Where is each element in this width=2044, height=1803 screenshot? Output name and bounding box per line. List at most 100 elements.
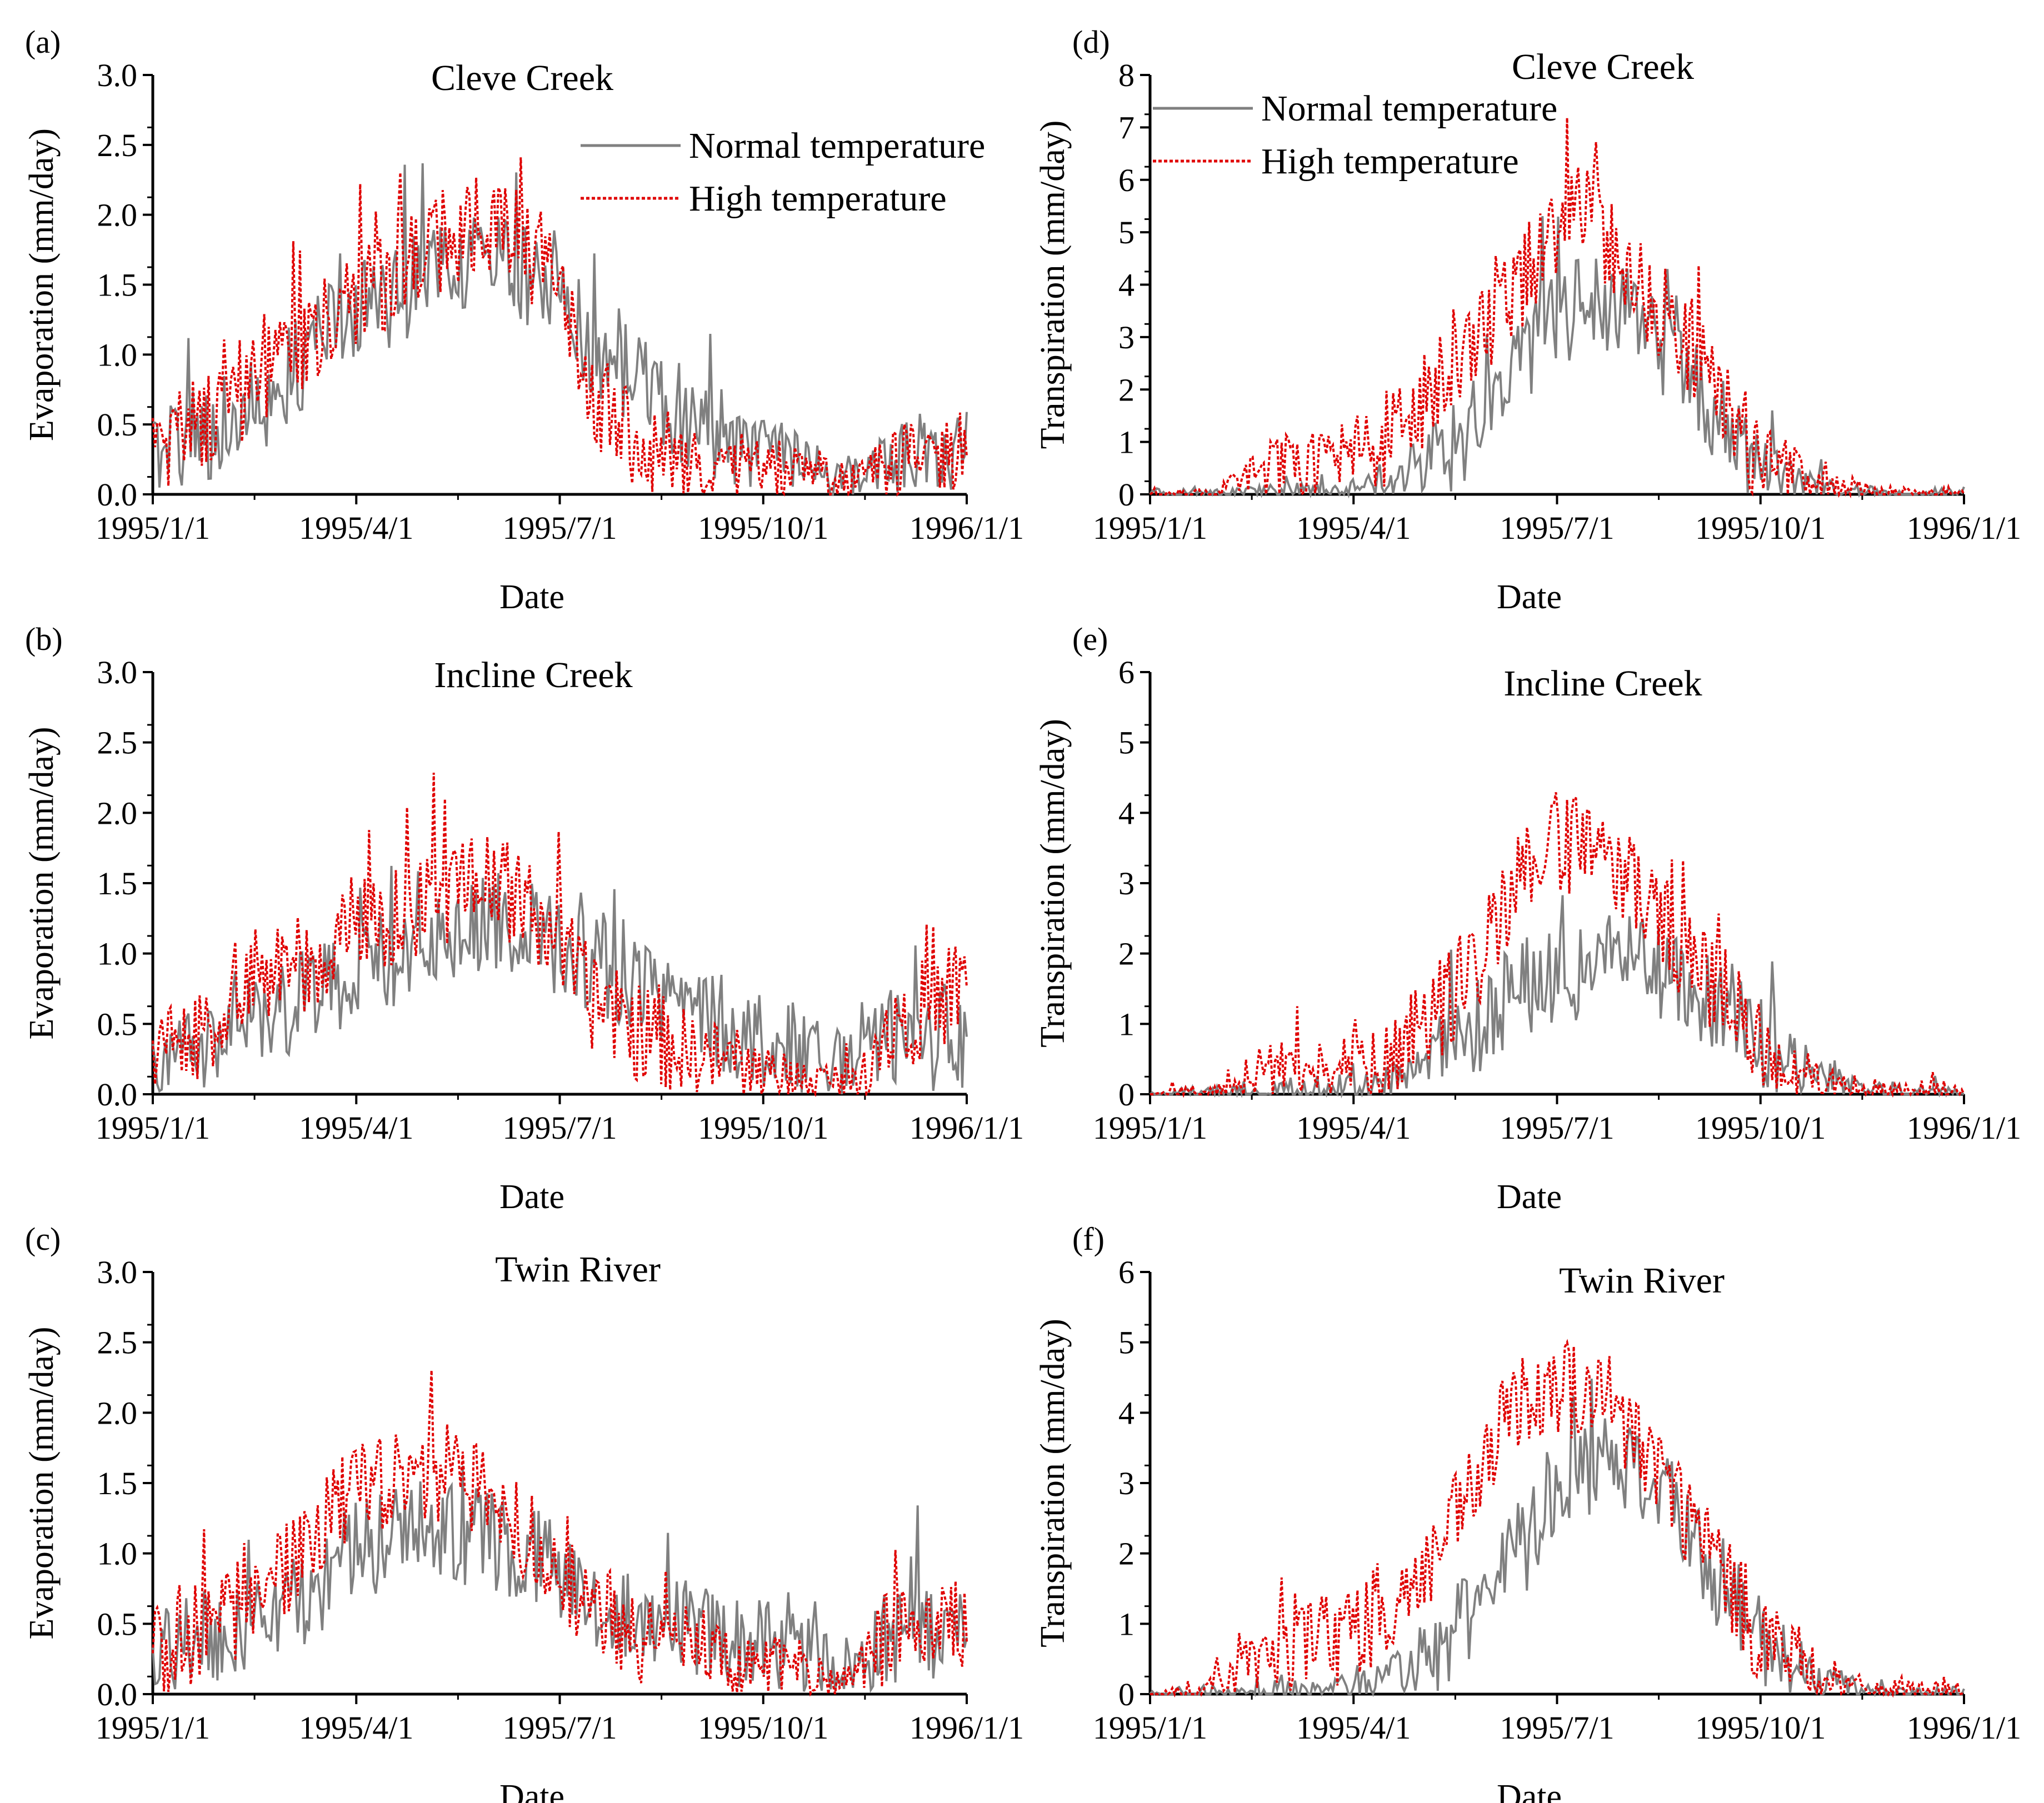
panel-label: (e) <box>1072 621 1108 657</box>
panel-label: (c) <box>25 1221 61 1257</box>
x-axis-title: Date <box>499 1178 564 1216</box>
x-axis-title: Date <box>1497 578 1562 616</box>
x-tick-label: 1995/4/1 <box>1296 510 1411 546</box>
y-axis-title: Evaporation (mm/day) <box>23 727 61 1040</box>
series-line-high <box>1150 1339 1965 1698</box>
series-line-normal <box>1149 1378 1965 1697</box>
series-line-high <box>152 773 968 1097</box>
y-axis-title: Transpiration (mm/day) <box>1034 1319 1072 1647</box>
panel-label: (d) <box>1072 24 1110 60</box>
x-tick-label: 1996/1/1 <box>1907 510 2021 546</box>
panel-title: Twin River <box>495 1249 661 1290</box>
x-tick-label: 1995/10/1 <box>698 510 828 546</box>
y-axis-title: Transpiration (mm/day) <box>1034 719 1072 1048</box>
y-tick-label: 3 <box>1118 865 1135 902</box>
series-line-normal <box>1149 895 1965 1099</box>
series-line-normal <box>152 1465 968 1694</box>
series-line-high <box>152 1370 968 1697</box>
y-tick-label: 7 <box>1118 109 1135 146</box>
panel-label: (b) <box>25 621 63 657</box>
y-tick-label: 2.0 <box>97 1395 138 1431</box>
x-tick-label: 1995/7/1 <box>502 1110 617 1146</box>
panel-d: 0 1 2 3 4 5 6 7 8 1995/1/1 1995/4/1 1995/7/1 1995/10… <box>1034 24 2021 616</box>
x-tick-label: 1995/10/1 <box>698 1110 828 1146</box>
x-tick-label: 1995/4/1 <box>299 510 413 546</box>
y-tick-label: 4 <box>1118 1395 1135 1431</box>
x-tick-label: 1996/1/1 <box>1907 1110 2021 1146</box>
x-tick-label: 1995/4/1 <box>299 1710 413 1746</box>
y-tick-label: 5 <box>1118 214 1135 251</box>
y-tick-label: 2.0 <box>97 795 138 831</box>
x-tick-label: 1995/10/1 <box>1695 510 1826 546</box>
y-tick-label: 0 <box>1118 1676 1135 1712</box>
y-axis-title: Evaporation (mm/day) <box>23 128 61 441</box>
y-tick-label: 3.0 <box>97 1254 138 1290</box>
panel-b: 0.0 0.5 1.0 1.5 2.0 2.5 3.0 1995/1/1 1995/4/1 199… <box>23 621 1024 1216</box>
x-tick-label: 1995/1/1 <box>1093 1710 1207 1746</box>
panel-c: 0.0 0.5 1.0 1.5 2.0 2.5 3.0 1995/1/1 1995/4/1 199… <box>23 1221 1024 1803</box>
x-tick-label: 1995/1/1 <box>1093 1110 1207 1146</box>
panels: 0.0 0.5 1.0 1.5 2.0 2.5 3.0 1995/1/1 1995/4/1 199… <box>23 24 2021 1803</box>
x-tick-label: 1996/1/1 <box>1907 1710 2021 1746</box>
y-tick-label: 2.5 <box>97 1325 138 1361</box>
x-tick-label: 1995/7/1 <box>1500 510 1614 546</box>
x-tick-label: 1995/7/1 <box>502 1710 617 1746</box>
y-tick-label: 0.5 <box>97 1006 138 1042</box>
x-axis-title: Date <box>499 578 564 616</box>
x-tick-label: 1996/1/1 <box>909 1110 1024 1146</box>
y-tick-label: 1.0 <box>97 337 138 373</box>
y-axis-title: Transpiration (mm/day) <box>1034 121 1072 449</box>
panel-label: (f) <box>1072 1221 1105 1257</box>
y-tick-label: 1.0 <box>97 936 138 972</box>
x-tick-label: 1996/1/1 <box>909 510 1024 546</box>
y-tick-label: 0.0 <box>97 477 138 513</box>
y-tick-label: 3.0 <box>97 654 138 690</box>
y-tick-label: 3 <box>1118 319 1135 355</box>
y-tick-label: 0.5 <box>97 1606 138 1642</box>
y-tick-label: 3.0 <box>97 57 138 93</box>
y-tick-label: 6 <box>1118 162 1135 198</box>
y-tick-label: 4 <box>1118 795 1135 831</box>
x-tick-label: 1995/4/1 <box>1296 1110 1411 1146</box>
y-tick-label: 0.5 <box>97 407 138 443</box>
x-axis-title: Date <box>499 1778 564 1803</box>
y-tick-label: 1.5 <box>97 1465 138 1501</box>
x-tick-label: 1995/10/1 <box>1695 1710 1826 1746</box>
panel-title: Incline Creek <box>434 655 632 695</box>
x-tick-label: 1996/1/1 <box>909 1710 1024 1746</box>
y-tick-label: 1 <box>1118 1006 1135 1042</box>
x-axis-title: Date <box>1497 1178 1562 1216</box>
x-tick-label: 1995/1/1 <box>96 1710 210 1746</box>
legend-label: Normal temperature <box>689 126 985 166</box>
y-tick-label: 2.5 <box>97 127 138 163</box>
legend-label: High temperature <box>1261 141 1519 182</box>
x-tick-label: 1995/10/1 <box>698 1710 828 1746</box>
y-tick-label: 1 <box>1118 1606 1135 1642</box>
y-axis-title: Evaporation (mm/day) <box>23 1327 61 1640</box>
series-line-high <box>1150 792 1965 1099</box>
y-tick-label: 3 <box>1118 1465 1135 1501</box>
series-line-normal <box>152 865 968 1095</box>
legend-label: Normal temperature <box>1261 88 1557 129</box>
series-line-high <box>1149 117 1965 499</box>
y-tick-label: 4 <box>1118 267 1135 303</box>
x-tick-label: 1995/1/1 <box>96 510 210 546</box>
y-tick-label: 2.0 <box>97 197 138 233</box>
panel-label: (a) <box>25 24 61 60</box>
y-tick-label: 0 <box>1118 477 1135 513</box>
y-tick-label: 2 <box>1118 936 1135 972</box>
x-tick-label: 1995/4/1 <box>1296 1710 1411 1746</box>
panel-a: 0.0 0.5 1.0 1.5 2.0 2.5 3.0 1995/1/1 1995/4/1 199… <box>23 24 1024 616</box>
y-tick-label: 1.5 <box>97 267 138 303</box>
panel-title: Twin River <box>1559 1260 1725 1301</box>
panel-title: Cleve Creek <box>431 58 613 98</box>
y-tick-label: 5 <box>1118 725 1135 761</box>
y-tick-label: 1.5 <box>97 865 138 902</box>
y-tick-label: 5 <box>1118 1325 1135 1361</box>
y-tick-label: 0.0 <box>97 1076 138 1113</box>
x-axis-title: Date <box>1497 1778 1562 1803</box>
y-tick-label: 2.5 <box>97 725 138 761</box>
legend-label: High temperature <box>689 178 947 219</box>
x-tick-label: 1995/7/1 <box>1500 1110 1614 1146</box>
